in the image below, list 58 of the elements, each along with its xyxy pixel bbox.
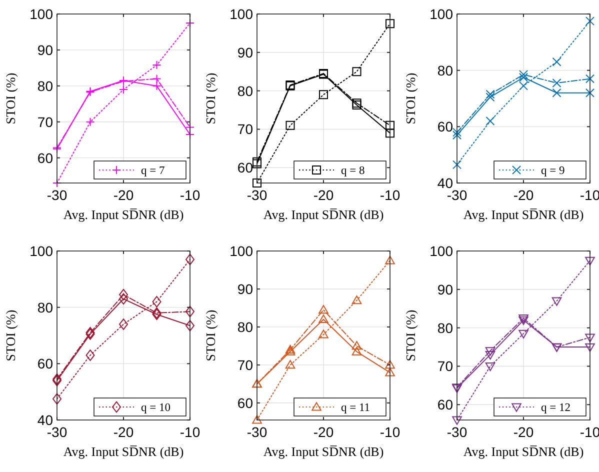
- x-tick-label: -10: [180, 187, 200, 203]
- y-tick-label: 60: [37, 356, 54, 372]
- x-tick-label: -10: [380, 424, 400, 440]
- y-tick-label: 60: [237, 160, 254, 176]
- x-tick-label: -10: [180, 424, 200, 440]
- x-tick-label: -30: [246, 187, 268, 203]
- legend-label: q = 8: [341, 165, 365, 177]
- y-tick-label: 80: [237, 82, 254, 99]
- y-tick-label: 90: [37, 42, 54, 58]
- y-axis-title: STOI (%): [203, 72, 218, 124]
- y-axis-title: STOI (%): [403, 310, 418, 362]
- y-tick-label: 60: [237, 394, 254, 411]
- y-tick-label: 100: [30, 6, 54, 22]
- y-tick-label: 60: [37, 150, 54, 166]
- legend-label: q = 7: [141, 165, 165, 177]
- y-tick-label: 70: [237, 121, 254, 138]
- x-tick-label: -10: [380, 187, 400, 203]
- y-tick-label: 90: [437, 281, 454, 298]
- x-axis-title: Avg. Input SD̅NR (dB): [263, 207, 384, 222]
- y-axis-title: STOI (%): [203, 310, 218, 362]
- legend-label: q = 10: [141, 402, 171, 414]
- y-tick-label: 60: [437, 396, 454, 413]
- y-tick-label: 80: [437, 320, 454, 336]
- y-tick-label: 100: [430, 6, 454, 22]
- y-tick-label: 70: [437, 358, 454, 374]
- y-tick-label: 70: [37, 114, 54, 130]
- y-tick-label: 80: [37, 78, 54, 94]
- legend-label: q = 12: [541, 402, 571, 414]
- x-tick-label: -20: [313, 187, 334, 203]
- y-tick-label: 100: [230, 6, 254, 22]
- y-tick-label: 80: [237, 318, 254, 335]
- y-axis-title: STOI (%): [3, 72, 18, 124]
- y-tick-label: 90: [237, 280, 254, 297]
- legend-label: q = 11: [341, 402, 370, 414]
- x-tick-label: -20: [513, 187, 534, 203]
- x-tick-label: -20: [113, 424, 134, 440]
- y-tick-label: 60: [437, 118, 454, 135]
- x-axis-title: Avg. Input SD̅NR (dB): [263, 444, 384, 459]
- x-tick-label: -20: [113, 187, 134, 203]
- x-tick-label: -30: [246, 424, 268, 440]
- y-tick-label: 90: [237, 44, 254, 60]
- x-tick-label: -30: [446, 424, 468, 440]
- x-axis-title: Avg. Input SD̅NR (dB): [463, 207, 584, 222]
- y-axis-title: STOI (%): [403, 72, 418, 124]
- y-tick-label: 100: [430, 243, 454, 259]
- x-tick-label: -20: [313, 424, 334, 440]
- x-tick-label: -30: [46, 187, 68, 203]
- y-tick-label: 100: [230, 243, 254, 259]
- y-tick-label: 100: [30, 243, 54, 259]
- x-tick-label: -20: [513, 424, 534, 440]
- y-tick-label: 80: [437, 62, 454, 78]
- x-axis-title: Avg. Input SD̅NR (dB): [463, 444, 584, 459]
- x-axis-title: Avg. Input SD̅NR (dB): [63, 444, 184, 459]
- legend-label: q = 9: [541, 165, 565, 177]
- x-axis-title: Avg. Input SD̅NR (dB): [63, 207, 184, 222]
- y-tick-label: 70: [237, 356, 254, 373]
- y-axis-title: STOI (%): [3, 310, 18, 362]
- y-tick-label: 80: [37, 299, 54, 316]
